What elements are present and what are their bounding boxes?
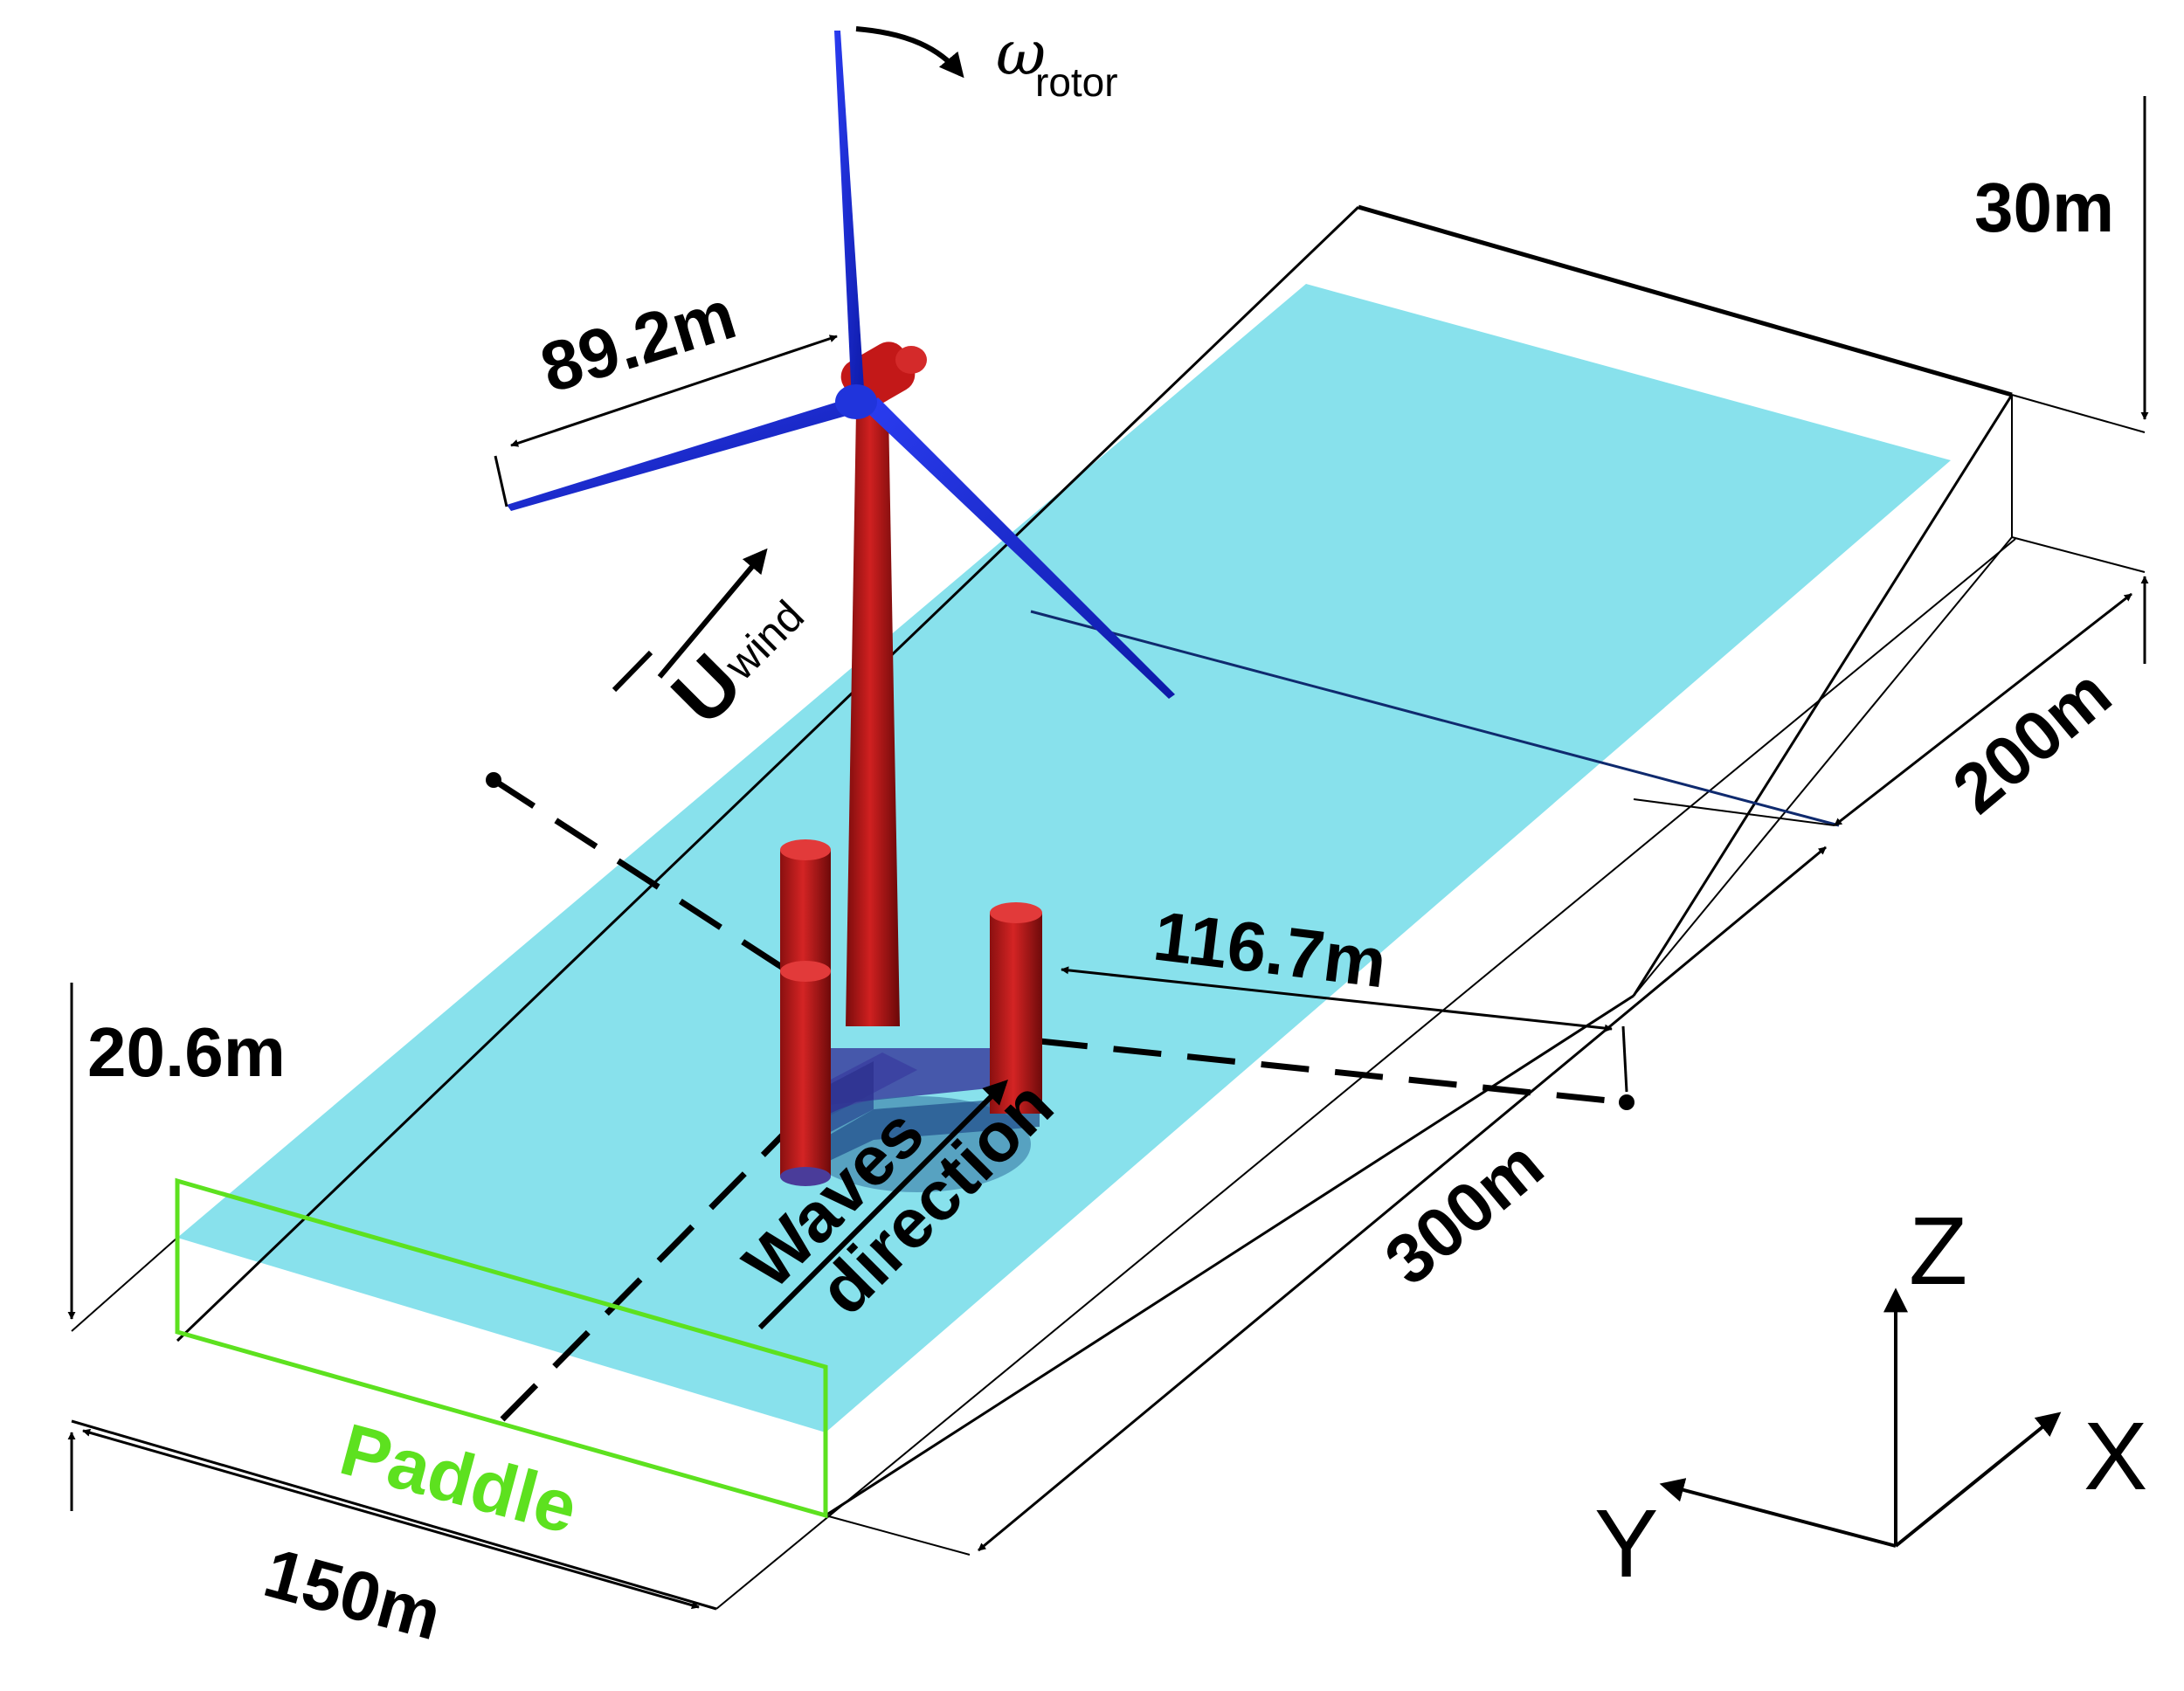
omega-label: ω rotor bbox=[996, 17, 1118, 105]
wind-arrow bbox=[612, 548, 768, 693]
blade-up bbox=[834, 31, 865, 402]
dim-label-width-right: 200m bbox=[1939, 653, 2125, 828]
dimension-lines bbox=[67, 96, 2149, 1610]
axis-triad bbox=[1659, 1287, 2062, 1548]
rotation-arrow bbox=[855, 26, 964, 79]
dim-label-length: 300m bbox=[1371, 1125, 1558, 1300]
dim-label-height-right: 30m bbox=[1974, 169, 2114, 246]
dim-label-width-front: 150m bbox=[257, 1533, 450, 1654]
y-axis-arrow bbox=[1659, 1478, 1897, 1548]
wave-paddle bbox=[175, 1177, 828, 1519]
water-surface bbox=[177, 284, 1951, 1432]
blade-left bbox=[507, 397, 865, 511]
x-axis-arrow bbox=[1894, 1411, 2062, 1548]
x-axis-label: X bbox=[2084, 1403, 2147, 1510]
omega-symbol: ω bbox=[996, 17, 1046, 89]
y-axis-label: Y bbox=[1594, 1490, 1658, 1598]
centerline-end-dot bbox=[1619, 1094, 1635, 1110]
blade-right bbox=[865, 397, 1175, 699]
paddle-label: Paddle bbox=[332, 1408, 585, 1550]
dim-label-depth-left: 20.6m bbox=[87, 1013, 286, 1091]
omega-subscript: rotor bbox=[1035, 59, 1118, 105]
waves-arrow bbox=[757, 1080, 1008, 1330]
z-axis-label: Z bbox=[1909, 1198, 1967, 1305]
domain-box bbox=[71, 204, 2146, 1611]
centerline-end-dot bbox=[486, 772, 501, 788]
dim-label-blade: 89.2m bbox=[532, 275, 744, 407]
hub bbox=[835, 384, 877, 419]
offset-column-front bbox=[780, 961, 831, 1186]
